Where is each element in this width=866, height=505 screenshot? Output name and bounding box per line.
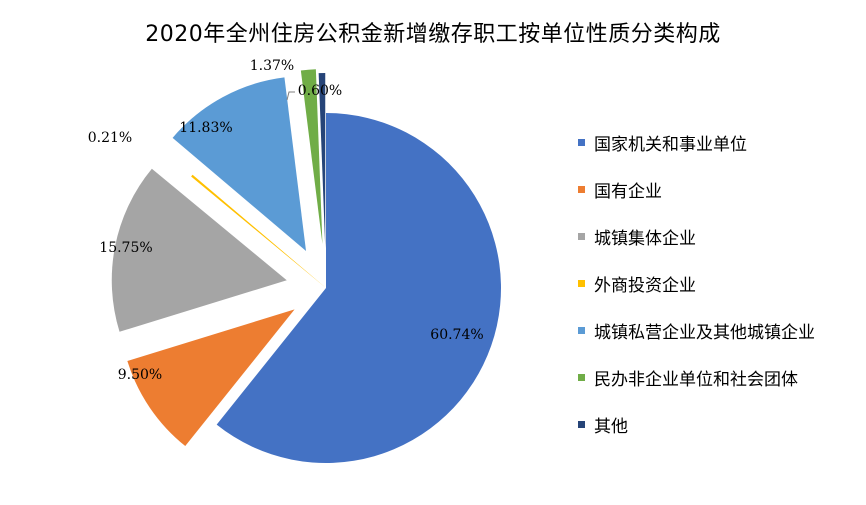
pie-slice-6 xyxy=(300,69,323,245)
data-labels: 60.74% 9.50% 15.75% 0.21% 11.83% 1.37%0.60% xyxy=(88,58,484,383)
legend-item-2: 国有企业 xyxy=(578,175,815,203)
legend-swatch-7 xyxy=(578,420,585,428)
legend-label-2: 国有企业 xyxy=(594,181,662,202)
legend-swatch-4 xyxy=(578,279,585,287)
chart-legend: 国家机关和事业单位 国有企业城镇集体企业 外商投资企业城镇私营企业及其他城镇企业 民办… xyxy=(578,128,815,457)
data-label-2: 9.50% xyxy=(118,367,162,383)
pie-slice-2 xyxy=(127,309,295,447)
leader-line-7 xyxy=(286,91,295,101)
legend-label-7: 其他 xyxy=(594,416,628,437)
legend-item-5: 城镇私营企业及其他城镇企业 xyxy=(578,316,815,344)
pie-slice-1 xyxy=(216,113,502,464)
pie-slice-4 xyxy=(191,174,326,288)
legend-item-3: 城镇集体企业 xyxy=(578,222,815,250)
data-label-7: 0.60% xyxy=(298,83,342,99)
leader-lines xyxy=(286,91,295,101)
legend-label-5: 城镇私营企业及其他城镇企业 xyxy=(594,322,815,343)
legend-swatch-1 xyxy=(578,138,585,146)
pie-slice-7 xyxy=(318,73,326,249)
chart-title: 2020年全州住房公积金新增缴存职工按单位性质分类构成 xyxy=(145,22,721,47)
data-label-5: 11.83% xyxy=(179,120,232,136)
data-label-1: 60.74% xyxy=(430,327,483,343)
data-label-6: 1.37% xyxy=(250,58,294,74)
legend-label-1: 国家机关和事业单位 xyxy=(594,134,747,155)
pie-slice-5 xyxy=(172,77,307,252)
legend-item-7: 其他 xyxy=(578,410,815,438)
legend-item-4: 外商投资企业 xyxy=(578,269,815,297)
legend-swatch-5 xyxy=(578,326,585,334)
data-label-4: 0.21% xyxy=(88,130,132,146)
legend-swatch-6 xyxy=(578,373,585,381)
legend-item-6: 民办非企业单位和社会团体 xyxy=(578,363,815,391)
legend-label-6: 民办非企业单位和社会团体 xyxy=(594,369,798,390)
pie-slice-3 xyxy=(111,168,287,332)
legend-item-1: 国家机关和事业单位 xyxy=(578,128,815,156)
legend-label-3: 城镇集体企业 xyxy=(594,228,696,249)
data-label-3: 15.75% xyxy=(99,240,152,256)
pie-slices xyxy=(111,69,502,464)
legend-swatch-2 xyxy=(578,185,585,193)
legend-swatch-3 xyxy=(578,232,585,240)
legend-label-4: 外商投资企业 xyxy=(594,275,696,296)
